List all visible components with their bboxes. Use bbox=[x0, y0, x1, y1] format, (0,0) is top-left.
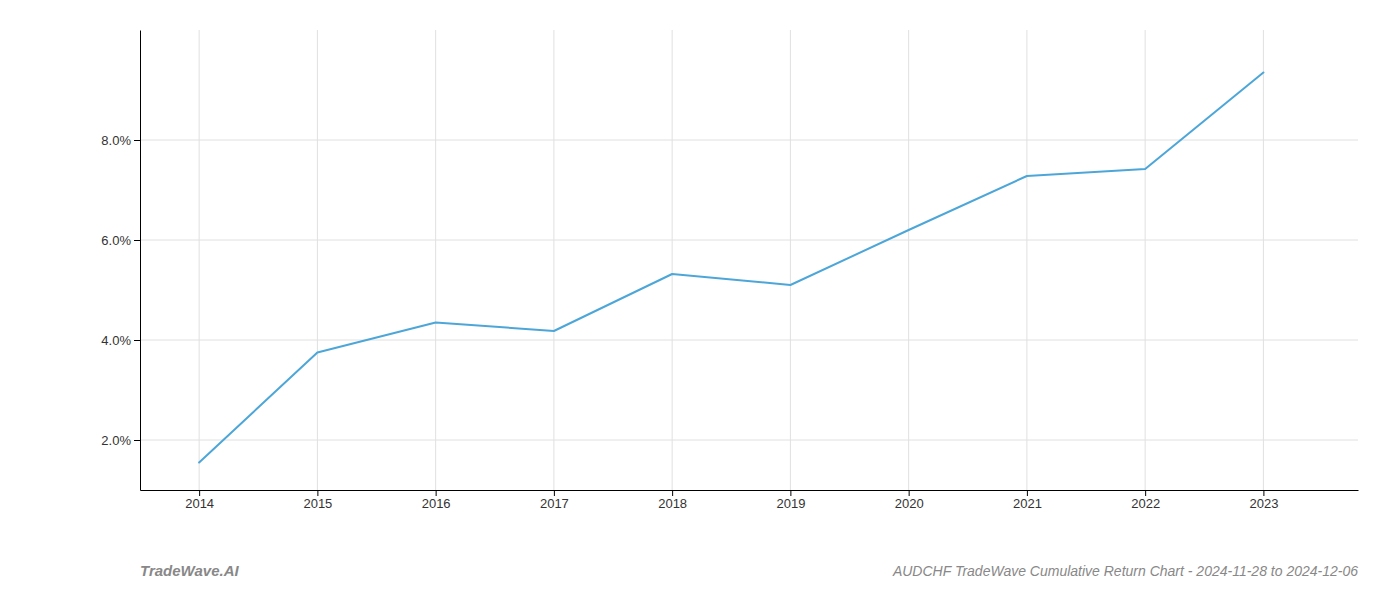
y-tick-label: 2.0% bbox=[101, 433, 131, 448]
x-tick: 2016 bbox=[422, 490, 451, 511]
grid-line-y bbox=[140, 140, 1358, 141]
marks bbox=[199, 73, 1263, 463]
y-tick-mark bbox=[134, 440, 140, 441]
y-tick-mark bbox=[134, 240, 140, 241]
y-tick-label: 6.0% bbox=[101, 233, 131, 248]
x-tick: 2014 bbox=[185, 490, 214, 511]
x-tick-label: 2019 bbox=[776, 496, 805, 511]
grid-line-y bbox=[140, 240, 1358, 241]
x-tick-label: 2021 bbox=[1013, 496, 1042, 511]
x-tick: 2021 bbox=[1013, 490, 1042, 511]
x-tick-label: 2023 bbox=[1249, 496, 1278, 511]
grid-line-y bbox=[140, 440, 1358, 441]
grid-line-x bbox=[1263, 30, 1264, 490]
x-tick-mark bbox=[436, 490, 437, 496]
grid-line-x bbox=[199, 30, 200, 490]
y-tick: 6.0% bbox=[101, 233, 140, 248]
x-tick-mark bbox=[317, 490, 318, 496]
x-tick: 2022 bbox=[1131, 490, 1160, 511]
x-tick-label: 2014 bbox=[185, 496, 214, 511]
grid bbox=[140, 30, 1358, 490]
x-tick-label: 2022 bbox=[1131, 496, 1160, 511]
x-tick: 2023 bbox=[1249, 490, 1278, 511]
grid-line-x bbox=[317, 30, 318, 490]
x-tick-mark bbox=[1145, 490, 1146, 496]
y-tick: 2.0% bbox=[101, 433, 140, 448]
x-tick-label: 2016 bbox=[422, 496, 451, 511]
plot-area: 2014 2015 2016 2017 2018 2019 2020 2021 2022 2023… bbox=[101, 30, 1358, 511]
x-tick: 2017 bbox=[540, 490, 569, 511]
line bbox=[199, 73, 1263, 463]
x-tick-mark bbox=[1027, 490, 1028, 496]
x-tick-mark bbox=[199, 490, 200, 496]
grid-line-x bbox=[672, 30, 673, 490]
chart-container: 2014 2015 2016 2017 2018 2019 2020 2021 2022 2023… bbox=[0, 0, 1400, 600]
y-tick: 4.0% bbox=[101, 333, 140, 348]
grid-line-x bbox=[435, 30, 436, 490]
y-tick-mark bbox=[134, 340, 140, 341]
x-tick-mark bbox=[909, 490, 910, 496]
x-tick-label: 2015 bbox=[303, 496, 332, 511]
y-axis-line bbox=[140, 31, 141, 491]
grid-line-y bbox=[140, 340, 1358, 341]
grid-line-x bbox=[908, 30, 909, 490]
x-tick: 2015 bbox=[303, 490, 332, 511]
y-tick-mark bbox=[134, 140, 140, 141]
x-tick-label: 2020 bbox=[895, 496, 924, 511]
x-tick-mark bbox=[672, 490, 673, 496]
y-tick-label: 8.0% bbox=[101, 133, 131, 148]
x-axis-line bbox=[141, 490, 1359, 491]
grid-line-x bbox=[790, 30, 791, 490]
grid-line-x bbox=[1145, 30, 1146, 490]
grid-line-x bbox=[553, 30, 554, 490]
x-tick-label: 2017 bbox=[540, 496, 569, 511]
grid-line-x bbox=[1026, 30, 1027, 490]
x-tick: 2019 bbox=[776, 490, 805, 511]
x-tick-mark bbox=[790, 490, 791, 496]
y-tick-label: 4.0% bbox=[101, 333, 131, 348]
x-tick: 2018 bbox=[658, 490, 687, 511]
y-axis: 2.0% 4.0% 6.0% 8.0% bbox=[101, 31, 140, 491]
watermark: TradeWave.AI bbox=[140, 562, 239, 579]
x-tick-label: 2018 bbox=[658, 496, 687, 511]
y-tick: 8.0% bbox=[101, 133, 140, 148]
chart-title: AUDCHF TradeWave Cumulative Return Chart… bbox=[892, 563, 1358, 579]
x-axis: 2014 2015 2016 2017 2018 2019 2020 2021 2022 2023 bbox=[141, 490, 1359, 511]
x-tick-mark bbox=[1263, 490, 1264, 496]
x-tick-mark bbox=[554, 490, 555, 496]
x-tick: 2020 bbox=[895, 490, 924, 511]
chart-svg: 2014 2015 2016 2017 2018 2019 2020 2021 2022 2023… bbox=[0, 0, 1400, 600]
